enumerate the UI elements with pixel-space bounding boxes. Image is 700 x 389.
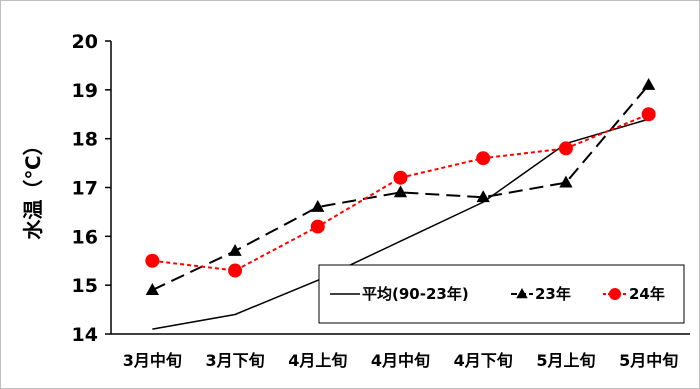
series-1 bbox=[145, 77, 656, 295]
data-point bbox=[393, 185, 408, 198]
data-point bbox=[558, 141, 573, 156]
data-point bbox=[228, 243, 242, 256]
data-point bbox=[228, 263, 243, 278]
x-tick-label: 4月下旬 bbox=[454, 351, 513, 370]
y-tick-label: 20 bbox=[72, 31, 98, 53]
y-tick-label: 16 bbox=[72, 226, 98, 248]
legend-label: 24年 bbox=[629, 285, 665, 303]
data-point bbox=[641, 77, 656, 90]
y-tick-label: 18 bbox=[72, 129, 98, 151]
x-tick-label: 4月中旬 bbox=[371, 351, 430, 370]
data-point bbox=[476, 151, 491, 166]
series-2 bbox=[145, 107, 656, 278]
legend-label: 23年 bbox=[535, 285, 571, 303]
data-point bbox=[311, 200, 325, 212]
y-axis-label: 水温（℃） bbox=[21, 135, 45, 239]
data-point bbox=[641, 107, 656, 122]
y-tick-label: 19 bbox=[72, 80, 98, 102]
x-tick-label: 4月上旬 bbox=[288, 351, 347, 370]
x-tick-label: 5月上旬 bbox=[536, 351, 595, 370]
legend-item-1: 23年 bbox=[511, 285, 571, 303]
y-tick-label: 15 bbox=[72, 275, 98, 297]
x-ticks: 3月中旬 3月下旬 4月上旬 4月中旬 4月下旬 5月上旬 5月中旬 bbox=[123, 351, 678, 370]
data-point bbox=[145, 253, 160, 268]
legend-marker bbox=[516, 288, 528, 299]
data-point bbox=[145, 283, 160, 295]
data-point bbox=[310, 219, 325, 234]
data-point bbox=[476, 190, 490, 203]
x-tick-label: 3月下旬 bbox=[206, 351, 265, 370]
data-point bbox=[559, 175, 573, 188]
x-tick-label: 5月中旬 bbox=[619, 351, 678, 370]
series-group bbox=[145, 77, 656, 330]
legend: 平均(90-23年) 23年 24年 bbox=[318, 264, 685, 324]
legend-label: 平均(90-23年) bbox=[362, 285, 469, 303]
legend-item-0: 平均(90-23年) bbox=[330, 285, 469, 303]
y-tick-label: 14 bbox=[72, 324, 98, 346]
y-tick-label: 17 bbox=[72, 178, 98, 200]
legend-marker bbox=[609, 288, 621, 300]
data-point bbox=[393, 170, 408, 185]
y-ticks: 14 15 16 17 18 19 20 bbox=[72, 31, 111, 346]
legend-item-2: 24年 bbox=[603, 285, 665, 303]
x-tick-label: 3月中旬 bbox=[123, 351, 182, 370]
